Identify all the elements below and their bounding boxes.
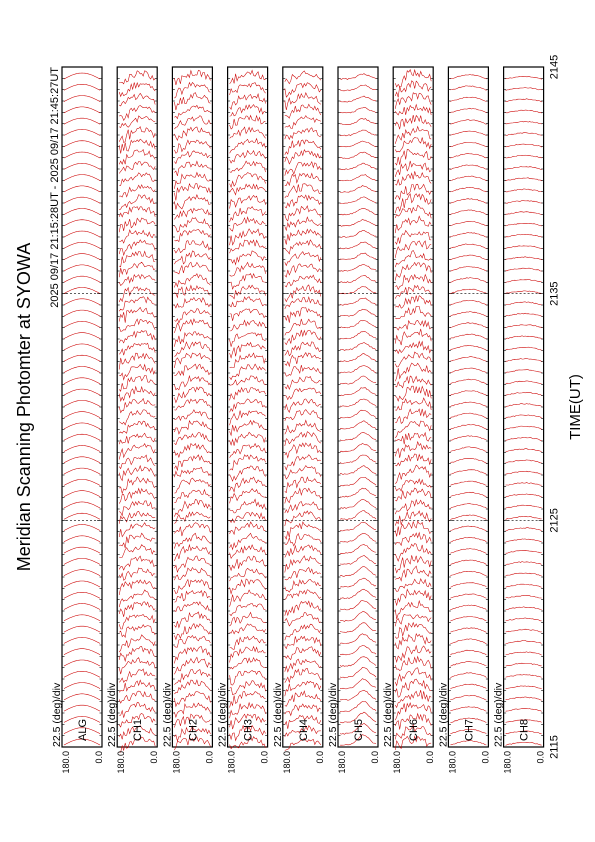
scale-label: 22.5 (deg)/div (272, 682, 284, 747)
y-max-label: 180.0 (171, 751, 181, 774)
y-min-label: 0.0 (480, 751, 490, 764)
y-max-label: 180.0 (392, 751, 402, 774)
y-min-label: 0.0 (149, 751, 159, 764)
panel-frame (503, 66, 545, 748)
y-min-label: 0.0 (536, 751, 546, 764)
panel-stack: 180.0 0.0 ALG 22.5 (deg)/div 180.0 0.0 CH1 22.5… (51, 66, 546, 774)
panel-frame (61, 66, 103, 748)
y-max-label: 180.0 (227, 751, 237, 774)
y-max-label: 180.0 (503, 751, 513, 774)
channel-label: CH7 (463, 719, 475, 741)
scale-label: 22.5 (deg)/div (327, 682, 339, 747)
scale-label: 22.5 (deg)/div (106, 682, 118, 747)
scale-label: 22.5 (deg)/div (493, 682, 505, 747)
x-tick-label: 2135 (549, 281, 561, 305)
y-min-label: 0.0 (315, 751, 325, 764)
scan-traces (505, 76, 542, 746)
scale-label: 22.5 (deg)/div (217, 682, 229, 747)
panel-ch4: 180.0 0.0 CH4 22.5 (deg)/div (272, 66, 325, 774)
panel-frame (116, 66, 158, 748)
panel-frame (171, 66, 213, 748)
channel-label: CH1 (132, 719, 144, 741)
chart-title: Meridian Scanning Photomter at SYOWA (14, 243, 34, 571)
scan-traces (394, 68, 432, 750)
panel-ch6: 180.0 0.0 CH6 22.5 (deg)/div (382, 66, 435, 774)
x-tick-label: 2125 (549, 508, 561, 532)
panel-ch8: 180.0 0.0 CH8 22.5 (deg)/div (493, 66, 546, 774)
y-max-label: 180.0 (282, 751, 292, 774)
channel-label: CH2 (187, 719, 199, 741)
y-max-label: 180.0 (116, 751, 126, 774)
y-min-label: 0.0 (204, 751, 214, 764)
y-min-label: 0.0 (260, 751, 270, 764)
panel-alg: 180.0 0.0 ALG 22.5 (deg)/div (51, 66, 104, 774)
panel-ch5: 180.0 0.0 CH5 22.5 (deg)/div (327, 66, 380, 774)
y-min-label: 0.0 (425, 751, 435, 764)
channel-label: CH6 (408, 719, 420, 741)
x-tick-label: 2145 (549, 55, 561, 79)
scan-traces (174, 69, 211, 751)
panel-ch2: 180.0 0.0 CH2 22.5 (deg)/div (161, 66, 214, 774)
x-axis-ticks: 2115 2125 2135 2145 (549, 55, 561, 759)
y-max-label: 180.0 (447, 751, 457, 774)
y-min-label: 0.0 (370, 751, 380, 764)
panel-ch1: 180.0 0.0 CH1 22.5 (deg)/div (106, 66, 159, 774)
scan-traces (450, 74, 487, 746)
scan-traces (229, 69, 266, 750)
time-range-label: 2025 09/17 21:15:28UT - 2025 09/17 21:45… (49, 67, 61, 308)
rotated-chart-group: Meridian Scanning Photomter at SYOWA 202… (14, 55, 584, 774)
scale-label: 22.5 (deg)/div (51, 682, 63, 747)
channel-label: CH5 (353, 719, 365, 741)
channel-label: CH4 (298, 719, 310, 741)
x-axis-label: TIME(UT) (567, 374, 584, 440)
scan-traces (63, 72, 101, 746)
panel-frame (447, 66, 489, 748)
panel-ch3: 180.0 0.0 CH3 22.5 (deg)/div (217, 66, 270, 774)
scale-label: 22.5 (deg)/div (382, 682, 394, 747)
scan-traces (284, 70, 322, 751)
scale-label: 22.5 (deg)/div (161, 682, 173, 747)
channel-label: ALG (77, 719, 89, 741)
scale-label: 22.5 (deg)/div (437, 682, 449, 747)
y-min-label: 0.0 (94, 751, 104, 764)
channel-label: CH8 (519, 719, 531, 741)
x-tick-label: 2115 (549, 735, 561, 759)
panel-frame (337, 66, 379, 748)
y-max-label: 180.0 (337, 751, 347, 774)
y-max-label: 180.0 (61, 751, 71, 774)
channel-label: CH3 (243, 719, 255, 741)
scan-traces (118, 70, 156, 753)
scan-traces (339, 73, 377, 746)
panel-ch7: 180.0 0.0 CH7 22.5 (deg)/div (437, 66, 490, 774)
